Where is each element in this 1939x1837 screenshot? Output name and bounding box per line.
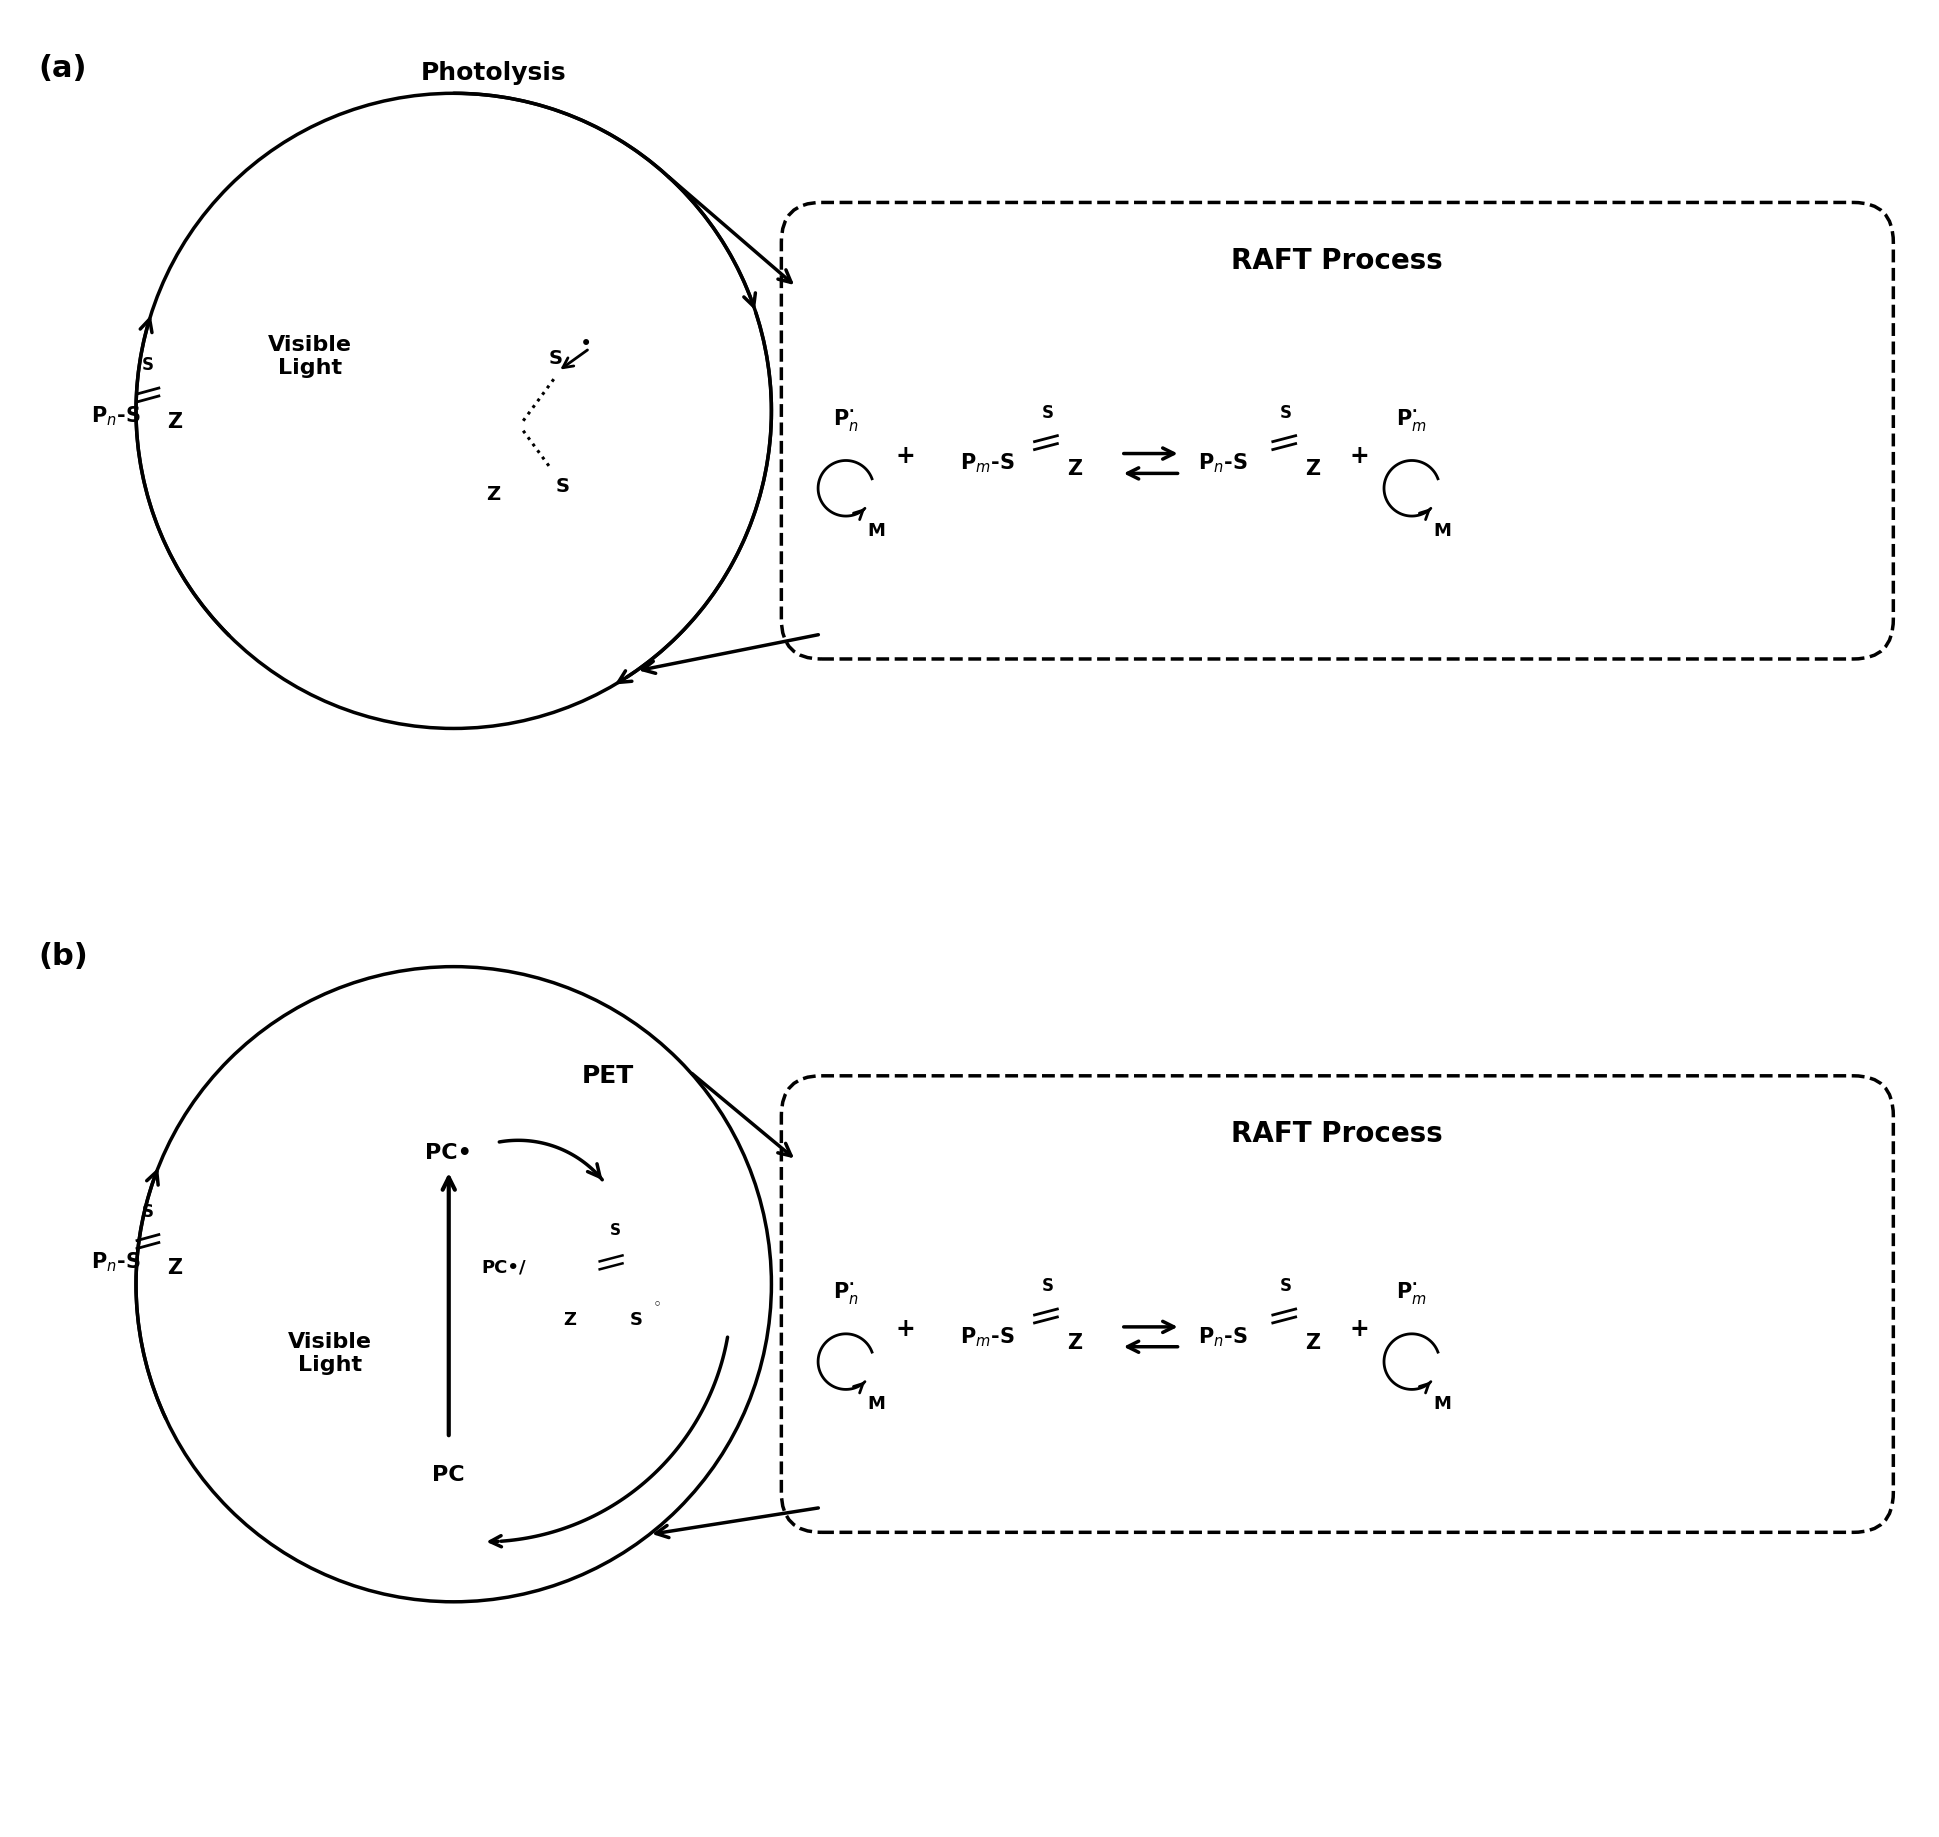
Text: S: S [1280,1277,1291,1295]
Text: +: + [1350,443,1369,468]
Text: S: S [1280,404,1291,423]
Text: $\mathbf{P_{\mathit{m}}^{\bullet}}$: $\mathbf{P_{\mathit{m}}^{\bullet}}$ [1396,1280,1427,1306]
Text: $\mathbf{P_{\mathit{n}}}$-S: $\mathbf{P_{\mathit{n}}}$-S [91,404,142,428]
Text: Visible
Light: Visible Light [287,1332,372,1376]
Text: PC•: PC• [425,1143,473,1163]
Text: Photolysis: Photolysis [421,61,566,85]
Text: S: S [611,1223,620,1238]
Text: M: M [869,522,886,540]
Text: Visible
Light: Visible Light [268,334,351,378]
Text: S: S [1041,1277,1053,1295]
Text: (a): (a) [39,53,87,83]
Text: Z: Z [1305,1334,1320,1352]
Text: +: + [896,443,915,468]
Text: S: S [142,1203,153,1222]
Text: RAFT Process: RAFT Process [1231,248,1443,276]
Text: S: S [549,349,562,367]
Text: $\mathbf{P_{\mathit{n}}}$-S: $\mathbf{P_{\mathit{n}}}$-S [1198,1324,1249,1348]
Text: $\mathbf{P_{\mathit{n}}}$-S: $\mathbf{P_{\mathit{n}}}$-S [91,1251,142,1275]
Text: Z: Z [1305,459,1320,479]
Text: +: + [1350,1317,1369,1341]
Text: $\mathbf{P_{\mathit{m}}}$-S: $\mathbf{P_{\mathit{m}}}$-S [960,452,1014,476]
Text: M: M [1433,522,1452,540]
Text: M: M [1433,1396,1452,1413]
Text: RAFT Process: RAFT Process [1231,1121,1443,1148]
Text: +: + [896,1317,915,1341]
Text: $\mathbf{P_{\mathit{m}}}$-S: $\mathbf{P_{\mathit{m}}}$-S [960,1324,1014,1348]
Text: $\mathbf{P_{\mathit{n}}^{\bullet}}$: $\mathbf{P_{\mathit{n}}^{\bullet}}$ [834,406,859,434]
Text: (b): (b) [39,942,89,970]
Text: Z: Z [167,411,182,432]
Text: Z: Z [1066,1334,1082,1352]
Text: PC: PC [432,1464,465,1484]
Text: •: • [580,334,591,355]
Text: $\mathbf{P_{\mathit{n}}}$-S: $\mathbf{P_{\mathit{n}}}$-S [1198,452,1249,476]
Text: Z: Z [487,485,500,505]
Text: $\mathbf{P_{\mathit{n}}^{\bullet}}$: $\mathbf{P_{\mathit{n}}^{\bullet}}$ [834,1280,859,1306]
Text: Z: Z [1066,459,1082,479]
Text: S: S [1041,404,1053,423]
Text: PC•/: PC•/ [481,1258,525,1277]
Text: S: S [630,1312,642,1328]
Text: Z: Z [167,1258,182,1279]
Text: Z: Z [564,1312,576,1328]
Text: S: S [142,356,153,375]
Text: M: M [869,1396,886,1413]
Text: $\mathbf{P_{\mathit{m}}^{\bullet}}$: $\mathbf{P_{\mathit{m}}^{\bullet}}$ [1396,406,1427,434]
Text: S: S [556,478,570,496]
Text: ◦: ◦ [652,1297,661,1312]
Text: PET: PET [582,1064,634,1088]
